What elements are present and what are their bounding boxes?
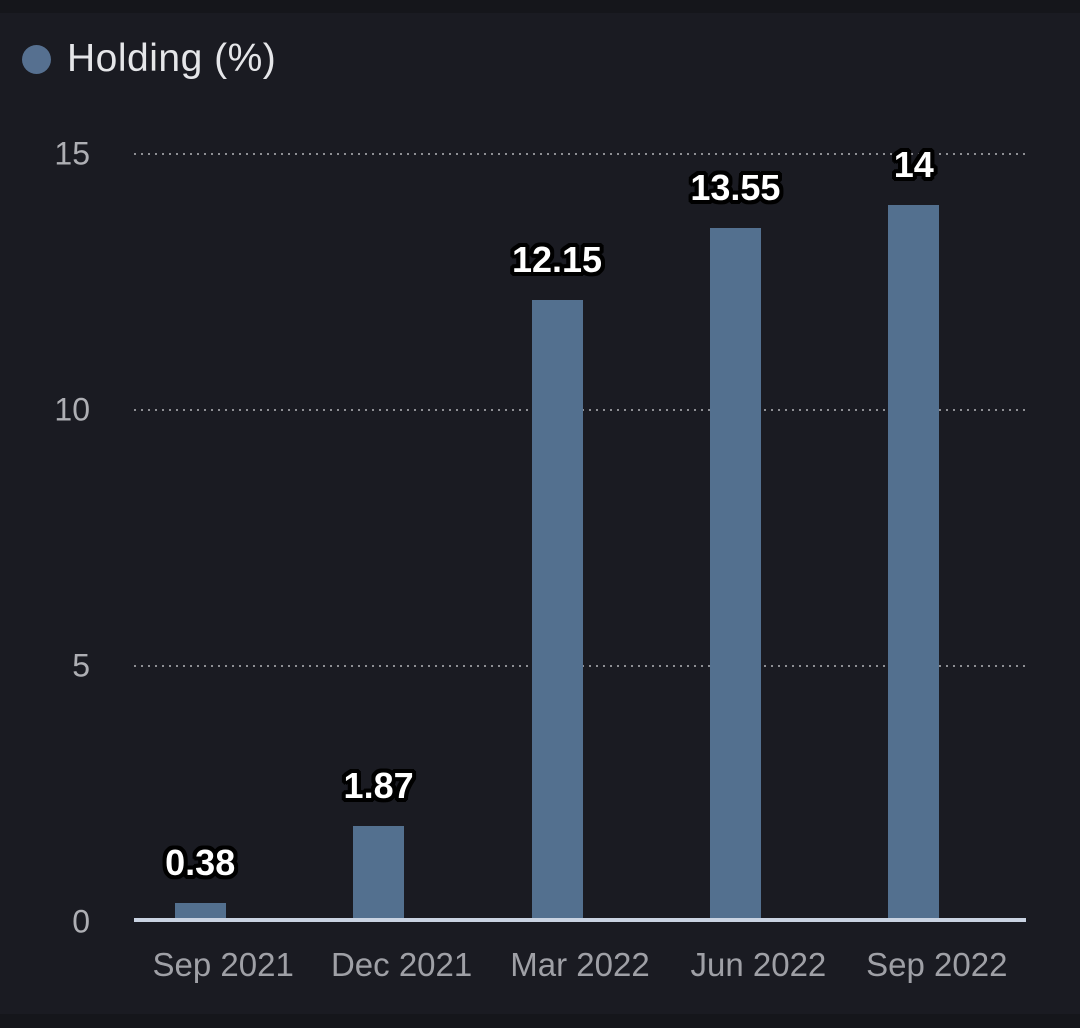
y-axis-tick-label: 10 <box>54 391 90 428</box>
bar-sep-2022[interactable] <box>888 205 940 922</box>
x-axis-tick-label: Sep 2021 <box>152 946 294 983</box>
legend-label: Holding (%) <box>67 37 277 80</box>
bar-value-label: 0.38 <box>165 841 236 883</box>
legend-holding[interactable]: Holding (%) <box>22 38 276 80</box>
bar-mar-2022[interactable] <box>531 299 583 922</box>
x-axis-tick-label: Sep 2022 <box>866 946 1008 983</box>
bar-value-label: 13.55 <box>690 167 781 209</box>
bar-value-label: 1.87 <box>343 765 414 807</box>
bar-jun-2022[interactable] <box>709 228 761 922</box>
top-edge-strip <box>0 0 1080 13</box>
y-axis-tick-label: 5 <box>72 647 90 684</box>
x-axis-tick-label: Mar 2022 <box>510 946 650 983</box>
x-axis-tick-label: Jun 2022 <box>690 946 827 983</box>
x-axis-tick-label: Dec 2021 <box>330 946 473 983</box>
x-axis-line <box>134 918 1026 922</box>
bar-value-label: 12.15 <box>511 238 603 280</box>
bar-sep-2021[interactable] <box>174 902 226 922</box>
bottom-edge-strip <box>0 1014 1080 1028</box>
legend-marker-icon <box>22 44 51 74</box>
bar-dec-2021[interactable] <box>353 826 405 922</box>
gridline-y-15 <box>134 153 1026 155</box>
y-axis-tick-label: 15 <box>54 135 90 172</box>
y-axis-tick-label: 0 <box>72 903 90 940</box>
bar-value-label: 14 <box>893 144 934 186</box>
